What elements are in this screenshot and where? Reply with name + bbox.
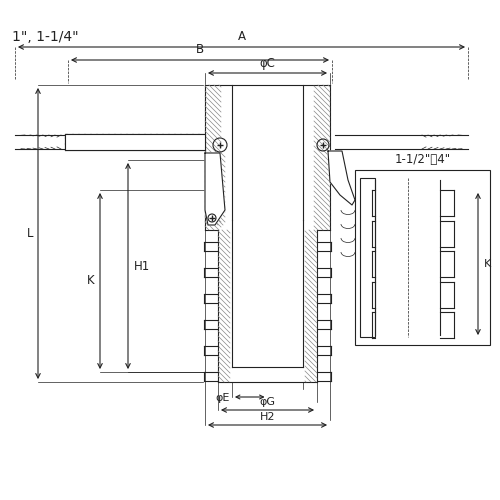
Text: K: K [88, 274, 95, 287]
Text: B: B [196, 43, 204, 56]
Text: K: K [484, 259, 491, 269]
Text: 1-1/2"～4": 1-1/2"～4" [394, 153, 450, 166]
Text: L: L [26, 227, 33, 240]
Text: φC: φC [260, 57, 276, 70]
Text: A: A [238, 30, 246, 43]
Bar [65, 134, 205, 150]
Polygon shape [205, 153, 225, 225]
Text: φG: φG [260, 397, 276, 407]
Bar [355, 170, 490, 345]
Polygon shape [328, 151, 355, 205]
Text: 1", 1-1/4": 1", 1-1/4" [12, 30, 78, 44]
Text: φE: φE [216, 393, 230, 403]
Text: H2: H2 [260, 412, 275, 422]
Text: H1: H1 [134, 260, 150, 272]
Bar [360, 178, 375, 337]
